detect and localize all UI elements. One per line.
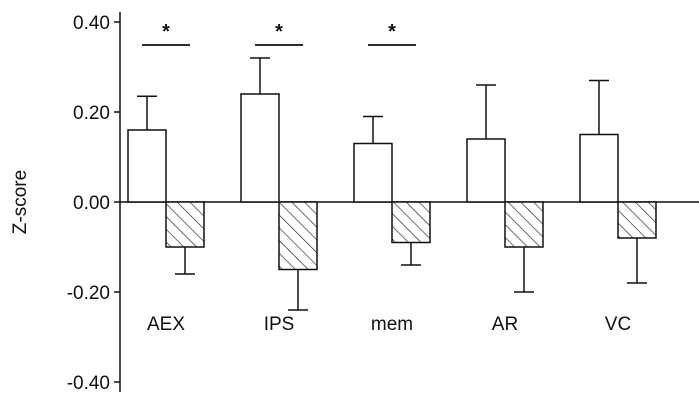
significance-marker: *	[275, 21, 283, 43]
significance-marker: *	[162, 21, 170, 43]
y-axis-title: Z-score	[10, 170, 31, 234]
x-category-label: AEX	[147, 314, 185, 335]
bar-vc-hatched	[617, 201, 657, 239]
y-tick-label: 0.20	[73, 103, 110, 124]
bar-aex-hatched	[165, 201, 205, 248]
significance-marker: *	[388, 21, 396, 43]
y-tick-label: 0.00	[73, 193, 110, 214]
bar-mem-hatched	[391, 201, 431, 244]
x-category-label: VC	[605, 314, 631, 335]
y-tick-label: -0.20	[67, 283, 110, 304]
bar-mem-open	[353, 142, 393, 203]
bar-ar-hatched	[504, 201, 544, 248]
bar-ips-open	[240, 93, 280, 203]
bar-ar-open	[466, 138, 506, 203]
bar-ips-hatched	[278, 201, 318, 271]
x-category-label: IPS	[264, 314, 295, 335]
y-tick-label: -0.40	[67, 373, 110, 394]
bar-aex-open	[127, 129, 167, 203]
x-category-label: AR	[492, 314, 518, 335]
bar-vc-open	[579, 133, 619, 203]
y-tick-label: 0.40	[73, 13, 110, 34]
x-category-label: mem	[371, 314, 413, 335]
